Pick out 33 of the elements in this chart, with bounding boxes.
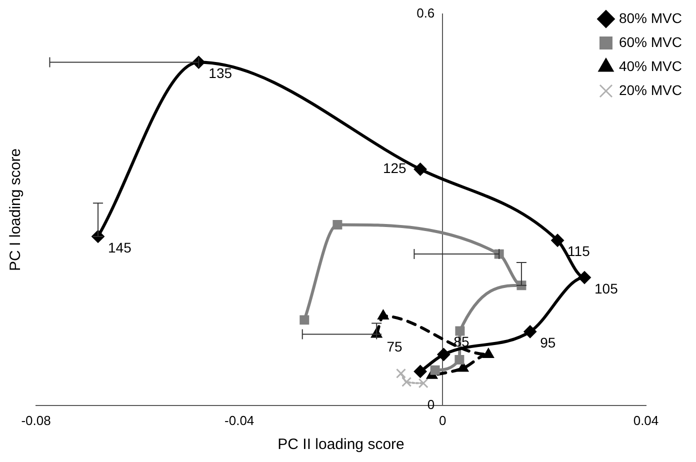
point — [430, 365, 440, 375]
annotation: 145 — [108, 239, 132, 256]
legend-label: 40% MVC — [618, 58, 682, 74]
point — [455, 326, 465, 336]
legend-label: 80% MVC — [618, 10, 682, 26]
x-tick-label: -0.08 — [21, 412, 51, 428]
point — [524, 325, 537, 338]
annotation: 105 — [594, 280, 618, 296]
point — [414, 364, 427, 378]
point — [332, 220, 342, 230]
x-tick-label: 0.04 — [633, 412, 659, 428]
point — [437, 348, 450, 362]
point — [418, 378, 428, 388]
x-tick-label: 0 — [439, 412, 446, 428]
y-axis-title: PC I loading score — [7, 148, 24, 271]
annotation: 75 — [386, 338, 403, 354]
annotation: 125 — [382, 160, 407, 176]
x-axis-title: PC II loading score — [278, 436, 404, 454]
point — [396, 368, 406, 378]
y-tick-label: 0.6 — [416, 6, 435, 21]
point — [414, 162, 427, 176]
annotation: 115 — [568, 243, 590, 260]
point — [551, 234, 564, 247]
point — [454, 354, 464, 364]
point — [377, 310, 389, 320]
point — [300, 315, 310, 325]
annotation: 135 — [208, 65, 232, 82]
legend-label: 60% MVC — [618, 34, 682, 50]
point — [482, 348, 494, 358]
x-tick-label: -0.04 — [224, 412, 254, 428]
point — [578, 271, 591, 284]
legend-label: 20% MVC — [618, 82, 682, 98]
annotation: 95 — [540, 334, 556, 351]
